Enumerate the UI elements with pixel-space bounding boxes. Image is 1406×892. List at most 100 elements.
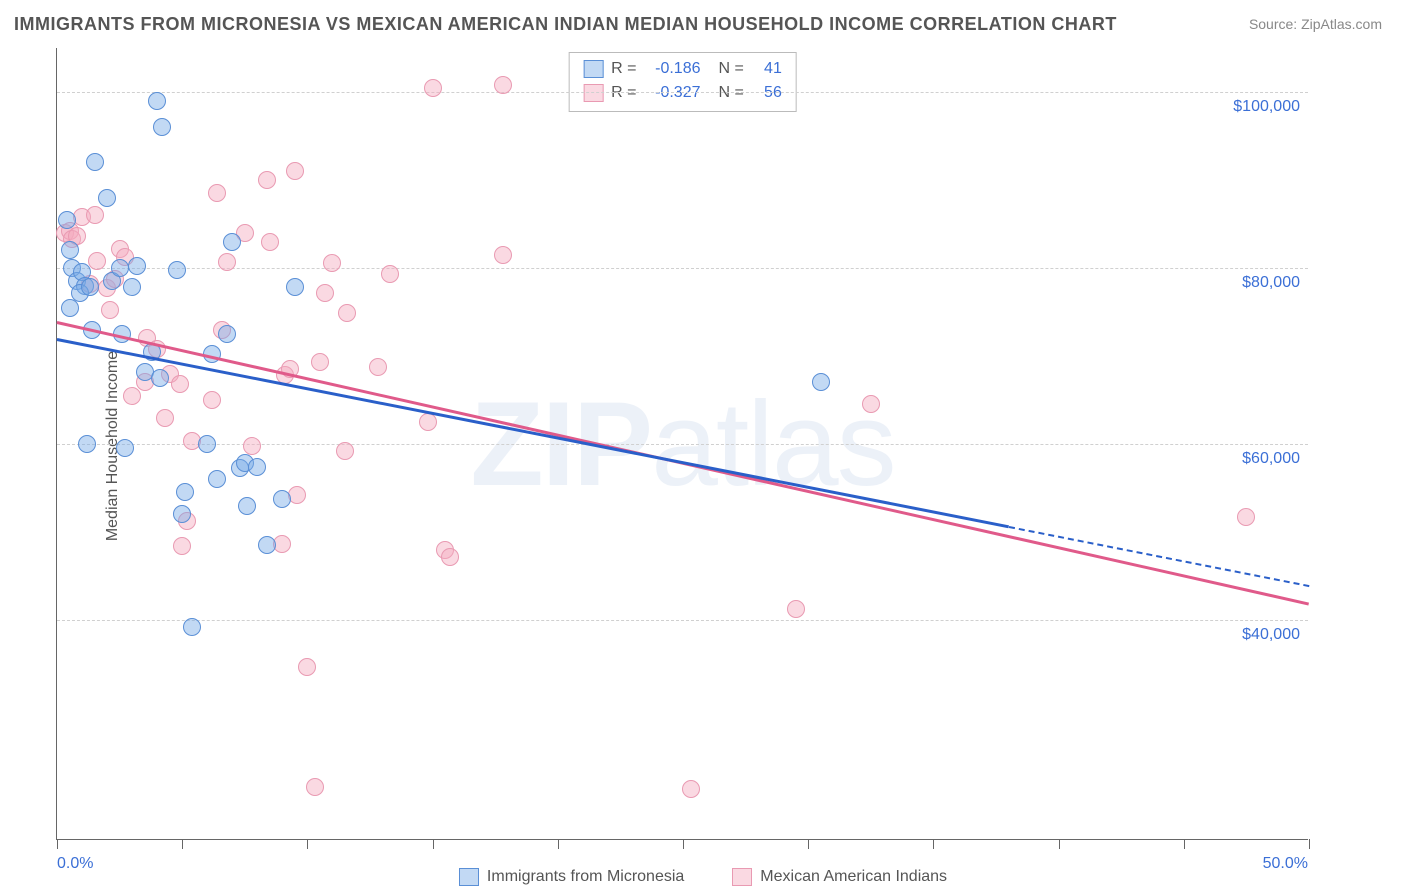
scatter-point-pink	[298, 658, 316, 676]
scatter-point-pink	[323, 254, 341, 272]
swatch-blue	[583, 60, 603, 78]
scatter-point-pink	[86, 206, 104, 224]
stats-row-pink: R = -0.327 N = 56	[583, 81, 782, 105]
scatter-point-blue	[148, 92, 166, 110]
legend-swatch-blue	[459, 868, 479, 886]
scatter-point-pink	[203, 391, 221, 409]
y-tick-label: $60,000	[1242, 450, 1300, 468]
chart-title: IMMIGRANTS FROM MICRONESIA VS MEXICAN AM…	[14, 14, 1117, 35]
gridline-h	[57, 92, 1308, 93]
scatter-point-blue	[61, 299, 79, 317]
scatter-point-pink	[787, 600, 805, 618]
scatter-point-blue	[81, 278, 99, 296]
scatter-point-pink	[311, 353, 329, 371]
scatter-point-pink	[1237, 508, 1255, 526]
scatter-point-blue	[111, 259, 129, 277]
n-value-pink: 56	[752, 84, 782, 102]
scatter-point-blue	[123, 278, 141, 296]
scatter-point-blue	[208, 470, 226, 488]
scatter-point-pink	[156, 409, 174, 427]
r-value-blue: -0.186	[645, 60, 701, 78]
scatter-point-blue	[286, 278, 304, 296]
scatter-point-pink	[243, 437, 261, 455]
scatter-point-blue	[116, 439, 134, 457]
legend-label-blue: Immigrants from Micronesia	[487, 868, 684, 886]
scatter-point-blue	[98, 189, 116, 207]
legend-swatch-pink	[732, 868, 752, 886]
y-tick-label: $80,000	[1242, 274, 1300, 292]
scatter-point-blue	[78, 435, 96, 453]
scatter-point-blue	[238, 497, 256, 515]
scatter-point-pink	[494, 246, 512, 264]
scatter-point-blue	[86, 153, 104, 171]
scatter-point-pink	[218, 253, 236, 271]
scatter-point-blue	[223, 233, 241, 251]
scatter-point-pink	[424, 79, 442, 97]
scatter-point-pink	[171, 375, 189, 393]
scatter-point-blue	[151, 369, 169, 387]
gridline-h	[57, 620, 1308, 621]
scatter-point-pink	[261, 233, 279, 251]
scatter-point-pink	[336, 442, 354, 460]
gridline-h	[57, 268, 1308, 269]
scatter-point-pink	[419, 413, 437, 431]
scatter-point-pink	[862, 395, 880, 413]
scatter-point-pink	[316, 284, 334, 302]
legend-bottom: Immigrants from Micronesia Mexican Ameri…	[0, 868, 1406, 886]
trend-line	[57, 338, 1009, 528]
legend-item-blue: Immigrants from Micronesia	[459, 868, 684, 886]
plot-area: ZIPatlas R = -0.186 N = 41 R = -0.327 N …	[56, 48, 1308, 840]
x-tick	[933, 839, 934, 849]
scatter-point-pink	[286, 162, 304, 180]
scatter-point-blue	[258, 536, 276, 554]
scatter-point-pink	[258, 171, 276, 189]
scatter-point-blue	[128, 257, 146, 275]
x-tick	[307, 839, 308, 849]
y-tick-label: $40,000	[1242, 626, 1300, 644]
n-label: N =	[719, 84, 744, 102]
scatter-point-blue	[176, 483, 194, 501]
x-tick	[182, 839, 183, 849]
scatter-point-pink	[208, 184, 226, 202]
scatter-point-pink	[338, 304, 356, 322]
r-label: R =	[611, 60, 636, 78]
x-tick	[558, 839, 559, 849]
x-tick	[683, 839, 684, 849]
scatter-point-blue	[198, 435, 216, 453]
scatter-point-blue	[168, 261, 186, 279]
x-tick	[1184, 839, 1185, 849]
scatter-point-pink	[288, 486, 306, 504]
x-tick	[808, 839, 809, 849]
trend-line-dashed	[1008, 526, 1309, 587]
x-tick	[57, 839, 58, 849]
y-tick-label: $100,000	[1233, 98, 1300, 116]
scatter-point-pink	[306, 778, 324, 796]
scatter-point-pink	[494, 76, 512, 94]
legend-label-pink: Mexican American Indians	[760, 868, 947, 886]
n-value-blue: 41	[752, 60, 782, 78]
stats-row-blue: R = -0.186 N = 41	[583, 57, 782, 81]
scatter-point-pink	[88, 252, 106, 270]
scatter-point-blue	[153, 118, 171, 136]
scatter-point-pink	[441, 548, 459, 566]
scatter-point-pink	[369, 358, 387, 376]
scatter-point-blue	[58, 211, 76, 229]
scatter-point-blue	[812, 373, 830, 391]
x-tick	[433, 839, 434, 849]
scatter-point-blue	[61, 241, 79, 259]
scatter-point-pink	[682, 780, 700, 798]
x-tick	[1309, 839, 1310, 849]
swatch-pink	[583, 84, 603, 102]
n-label: N =	[719, 60, 744, 78]
x-tick	[1059, 839, 1060, 849]
scatter-point-pink	[381, 265, 399, 283]
scatter-point-pink	[101, 301, 119, 319]
scatter-point-pink	[173, 537, 191, 555]
stats-legend-box: R = -0.186 N = 41 R = -0.327 N = 56	[568, 52, 797, 112]
r-label: R =	[611, 84, 636, 102]
scatter-point-blue	[273, 490, 291, 508]
scatter-point-blue	[173, 505, 191, 523]
scatter-point-blue	[183, 618, 201, 636]
r-value-pink: -0.327	[645, 84, 701, 102]
legend-item-pink: Mexican American Indians	[732, 868, 947, 886]
